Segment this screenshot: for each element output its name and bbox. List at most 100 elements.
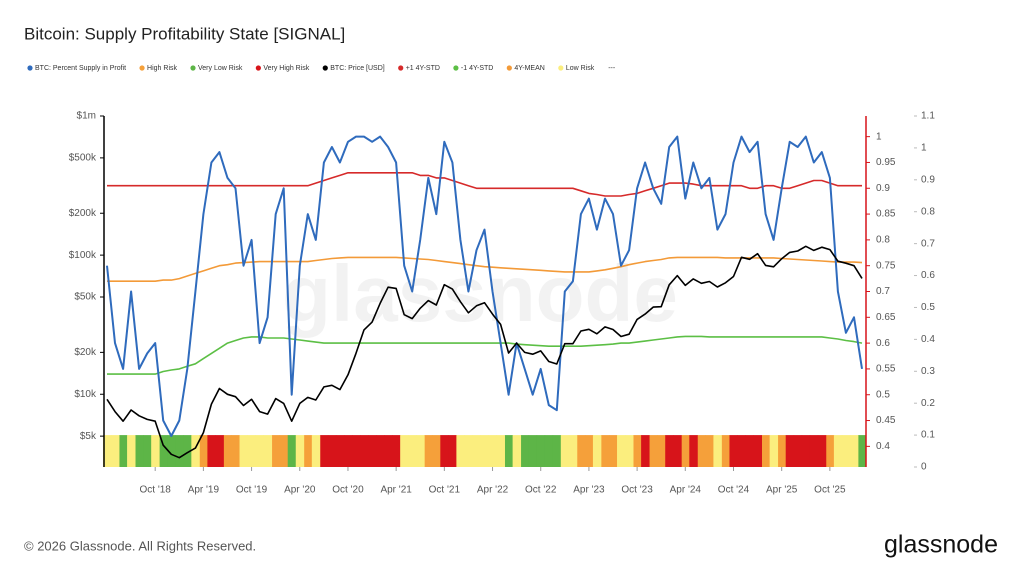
risk-bar (737, 435, 746, 467)
risk-bar (335, 435, 345, 467)
risk-bar (135, 435, 144, 467)
y3-tick-label: 1.1 (921, 111, 935, 122)
x-tick-label: Oct '25 (814, 485, 846, 496)
y2-tick-label: 0.9 (876, 183, 890, 194)
risk-bar (536, 435, 546, 467)
risk-bar (841, 435, 851, 467)
y2-tick-label: 0.65 (876, 312, 896, 323)
legend-label: BTC: Price [USD] (330, 65, 385, 72)
risk-bar (400, 435, 409, 467)
watermark: glassnode (282, 249, 678, 338)
risk-bar (849, 435, 859, 467)
brand-logo: glassnode (884, 531, 998, 559)
risk-bar (319, 435, 329, 467)
risk-bar (199, 435, 208, 467)
series-line (107, 256, 863, 282)
risk-bar (584, 435, 594, 467)
risk-bar (697, 435, 706, 467)
y3-tick-label: 0.7 (921, 238, 935, 249)
legend-label: 4Y-MEAN (514, 65, 544, 72)
risk-bar (769, 435, 779, 467)
y3-tick-label: 0.1 (921, 430, 935, 441)
legend-marker (398, 65, 404, 71)
risk-bar (745, 435, 754, 467)
legend-marker (453, 65, 459, 71)
risk-bar (215, 435, 224, 467)
risk-bar (568, 435, 578, 467)
x-tick-label: Apr '19 (188, 485, 220, 496)
legend-label: Very High Risk (263, 65, 309, 72)
series-line (107, 335, 863, 375)
y-tick-label: $200k (69, 208, 97, 219)
risk-bar (368, 435, 377, 467)
x-tick-label: Oct '23 (621, 485, 653, 496)
risk-bar (167, 435, 176, 467)
risk-bar (231, 435, 240, 467)
series-line (106, 135, 863, 437)
risk-bar (303, 435, 313, 467)
risk-bar (544, 435, 554, 467)
risk-bar (111, 435, 120, 467)
x-tick-label: Apr '25 (766, 485, 798, 496)
risk-bar (600, 435, 610, 467)
risk-bar (592, 435, 602, 467)
risk-bar (119, 435, 128, 467)
y2-tick-label: 0.55 (876, 364, 896, 375)
x-tick-label: Apr '23 (573, 485, 605, 496)
legend-label: High Risk (147, 65, 177, 72)
risk-bar (785, 435, 795, 467)
y-tick-label: $500k (69, 153, 97, 164)
risk-bar (793, 435, 803, 467)
risk-bar (432, 435, 441, 467)
risk-bar (480, 435, 489, 467)
y3-tick-label: 0.5 (921, 302, 935, 313)
risk-bar (183, 435, 192, 467)
risk-bar (263, 435, 273, 467)
legend-label: +1 4Y-STD (406, 65, 440, 72)
y-tick-label: $50k (74, 292, 97, 303)
legend-label: BTC: Percent Supply in Profit (35, 65, 126, 72)
legend-marker (139, 65, 145, 71)
y2-tick-label: 0.6 (876, 338, 890, 349)
risk-bar (761, 435, 771, 467)
x-tick-label: Oct '21 (429, 485, 461, 496)
risk-bar (351, 435, 361, 467)
risk-bar (857, 435, 867, 467)
risk-bar (552, 435, 562, 467)
risk-bar (360, 435, 369, 467)
y-tick-label: $20k (74, 347, 97, 358)
legend-label: --- (608, 65, 616, 72)
risk-bar (448, 435, 457, 467)
y2-tick-label: 0.75 (876, 260, 896, 271)
risk-bar (608, 435, 618, 467)
x-tick-label: Oct '20 (332, 485, 364, 496)
risk-bar (416, 435, 425, 467)
y3-tick-label: 0.2 (921, 398, 935, 409)
y3-tick-label: 0.4 (921, 334, 935, 345)
risk-bar (576, 435, 586, 467)
risk-bar (625, 435, 634, 467)
risk-bar (560, 435, 570, 467)
x-tick-label: Oct '19 (236, 485, 268, 496)
risk-bar (343, 435, 353, 467)
legend-marker (255, 65, 261, 71)
risk-bar (825, 435, 835, 467)
risk-bar (833, 435, 843, 467)
risk-bar (617, 435, 626, 467)
risk-bar (753, 435, 763, 467)
risk-bar (641, 435, 650, 467)
y3-tick-label: 0.9 (921, 174, 935, 185)
y3-tick-label: 0.6 (921, 270, 935, 281)
risk-bar (817, 435, 827, 467)
copyright: © 2026 Glassnode. All Rights Reserved. (24, 538, 256, 553)
y3-tick-label: 0.3 (921, 366, 935, 377)
y-tick-label: $10k (74, 389, 97, 400)
risk-bar (384, 435, 393, 467)
risk-bar (287, 435, 297, 467)
y2-tick-label: 0.45 (876, 415, 896, 426)
y3-tick-label: 0 (921, 462, 927, 473)
risk-bar (408, 435, 417, 467)
